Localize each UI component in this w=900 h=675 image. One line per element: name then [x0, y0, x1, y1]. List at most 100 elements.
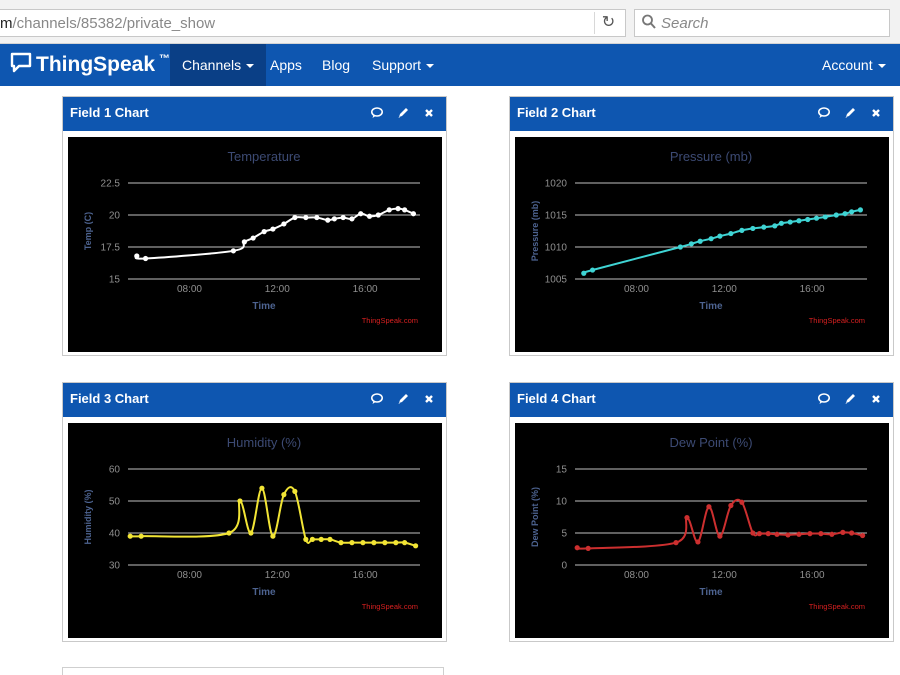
- data-point[interactable]: [805, 216, 811, 223]
- nav-account[interactable]: Account: [810, 44, 898, 86]
- data-point[interactable]: [673, 540, 679, 546]
- data-point[interactable]: [684, 515, 690, 521]
- close-icon[interactable]: [869, 105, 883, 121]
- data-point[interactable]: [281, 221, 287, 227]
- data-point[interactable]: [303, 536, 309, 542]
- data-point[interactable]: [340, 214, 346, 221]
- data-point[interactable]: [281, 492, 287, 498]
- data-point[interactable]: [818, 531, 824, 537]
- data-point[interactable]: [728, 502, 734, 509]
- data-point[interactable]: [338, 540, 344, 546]
- data-point[interactable]: [688, 241, 694, 247]
- browser-search-box[interactable]: [634, 9, 890, 37]
- data-point[interactable]: [807, 531, 813, 537]
- data-point[interactable]: [787, 219, 793, 225]
- data-point[interactable]: [261, 229, 267, 235]
- comment-icon[interactable]: [817, 105, 831, 121]
- data-point[interactable]: [750, 530, 756, 536]
- data-point[interactable]: [413, 543, 419, 549]
- close-icon[interactable]: [422, 391, 436, 407]
- data-point[interactable]: [849, 530, 855, 536]
- data-point[interactable]: [325, 217, 331, 223]
- search-input[interactable]: [661, 13, 881, 33]
- data-point[interactable]: [765, 531, 771, 537]
- data-point[interactable]: [774, 531, 780, 537]
- data-point[interactable]: [796, 531, 802, 537]
- data-point[interactable]: [292, 214, 298, 221]
- data-point[interactable]: [697, 238, 703, 244]
- nav-support[interactable]: Support: [360, 44, 446, 86]
- data-point[interactable]: [813, 215, 820, 221]
- data-point[interactable]: [241, 239, 247, 245]
- data-point[interactable]: [708, 236, 714, 242]
- data-point[interactable]: [778, 220, 784, 226]
- data-point[interactable]: [410, 211, 417, 217]
- data-point[interactable]: [382, 540, 388, 546]
- data-point[interactable]: [860, 532, 866, 539]
- data-point[interactable]: [327, 536, 333, 542]
- data-point[interactable]: [739, 499, 745, 505]
- data-point[interactable]: [358, 211, 364, 217]
- pencil-icon[interactable]: [396, 105, 410, 121]
- comment-icon[interactable]: [817, 391, 831, 407]
- data-point[interactable]: [785, 532, 791, 538]
- data-point[interactable]: [375, 212, 381, 218]
- data-point[interactable]: [585, 545, 591, 551]
- brand-logo[interactable]: ThingSpeak ™: [10, 52, 170, 78]
- data-point[interactable]: [259, 485, 265, 491]
- data-point[interactable]: [331, 216, 337, 222]
- data-point[interactable]: [677, 244, 683, 250]
- data-point[interactable]: [134, 253, 140, 259]
- close-icon[interactable]: [869, 391, 883, 407]
- data-point[interactable]: [695, 539, 701, 545]
- data-point[interactable]: [230, 248, 236, 254]
- reload-icon[interactable]: ↻: [594, 12, 622, 34]
- data-point[interactable]: [366, 213, 373, 219]
- pencil-icon[interactable]: [843, 391, 857, 407]
- comment-icon[interactable]: [370, 391, 384, 407]
- data-point[interactable]: [796, 218, 802, 224]
- data-point[interactable]: [842, 211, 848, 217]
- data-point[interactable]: [822, 214, 828, 220]
- data-point[interactable]: [142, 255, 149, 262]
- data-point[interactable]: [309, 536, 316, 542]
- nav-channels[interactable]: Channels: [170, 44, 267, 86]
- data-point[interactable]: [314, 214, 320, 221]
- pencil-icon[interactable]: [843, 105, 857, 121]
- data-point[interactable]: [756, 531, 763, 537]
- data-point[interactable]: [589, 267, 596, 273]
- data-point[interactable]: [857, 207, 864, 213]
- data-point[interactable]: [772, 223, 778, 229]
- data-point[interactable]: [138, 533, 144, 539]
- data-point[interactable]: [739, 227, 745, 233]
- data-point[interactable]: [849, 209, 855, 215]
- data-point[interactable]: [303, 214, 309, 221]
- data-point[interactable]: [717, 533, 723, 539]
- address-bar[interactable]: m/channels/85382/private_show ↻: [0, 9, 626, 37]
- data-point[interactable]: [728, 230, 734, 237]
- data-point[interactable]: [833, 212, 839, 218]
- data-point[interactable]: [318, 536, 324, 542]
- data-point[interactable]: [761, 224, 767, 230]
- close-icon[interactable]: [422, 105, 436, 121]
- data-point[interactable]: [292, 488, 298, 494]
- data-point[interactable]: [248, 530, 254, 536]
- data-point[interactable]: [581, 270, 587, 276]
- comment-icon[interactable]: [370, 105, 384, 121]
- data-point[interactable]: [360, 540, 366, 546]
- data-point[interactable]: [349, 540, 355, 546]
- data-point[interactable]: [393, 540, 399, 546]
- data-point[interactable]: [750, 225, 756, 232]
- nav-blog[interactable]: Blog: [310, 44, 362, 86]
- data-point[interactable]: [270, 226, 276, 232]
- data-point[interactable]: [829, 531, 835, 537]
- data-point[interactable]: [371, 540, 377, 546]
- pencil-icon[interactable]: [396, 391, 410, 407]
- data-point[interactable]: [237, 498, 243, 504]
- data-point[interactable]: [395, 206, 401, 212]
- data-point[interactable]: [127, 533, 133, 539]
- data-point[interactable]: [840, 529, 846, 535]
- data-point[interactable]: [402, 540, 408, 546]
- data-point[interactable]: [402, 207, 408, 213]
- data-point[interactable]: [717, 233, 723, 239]
